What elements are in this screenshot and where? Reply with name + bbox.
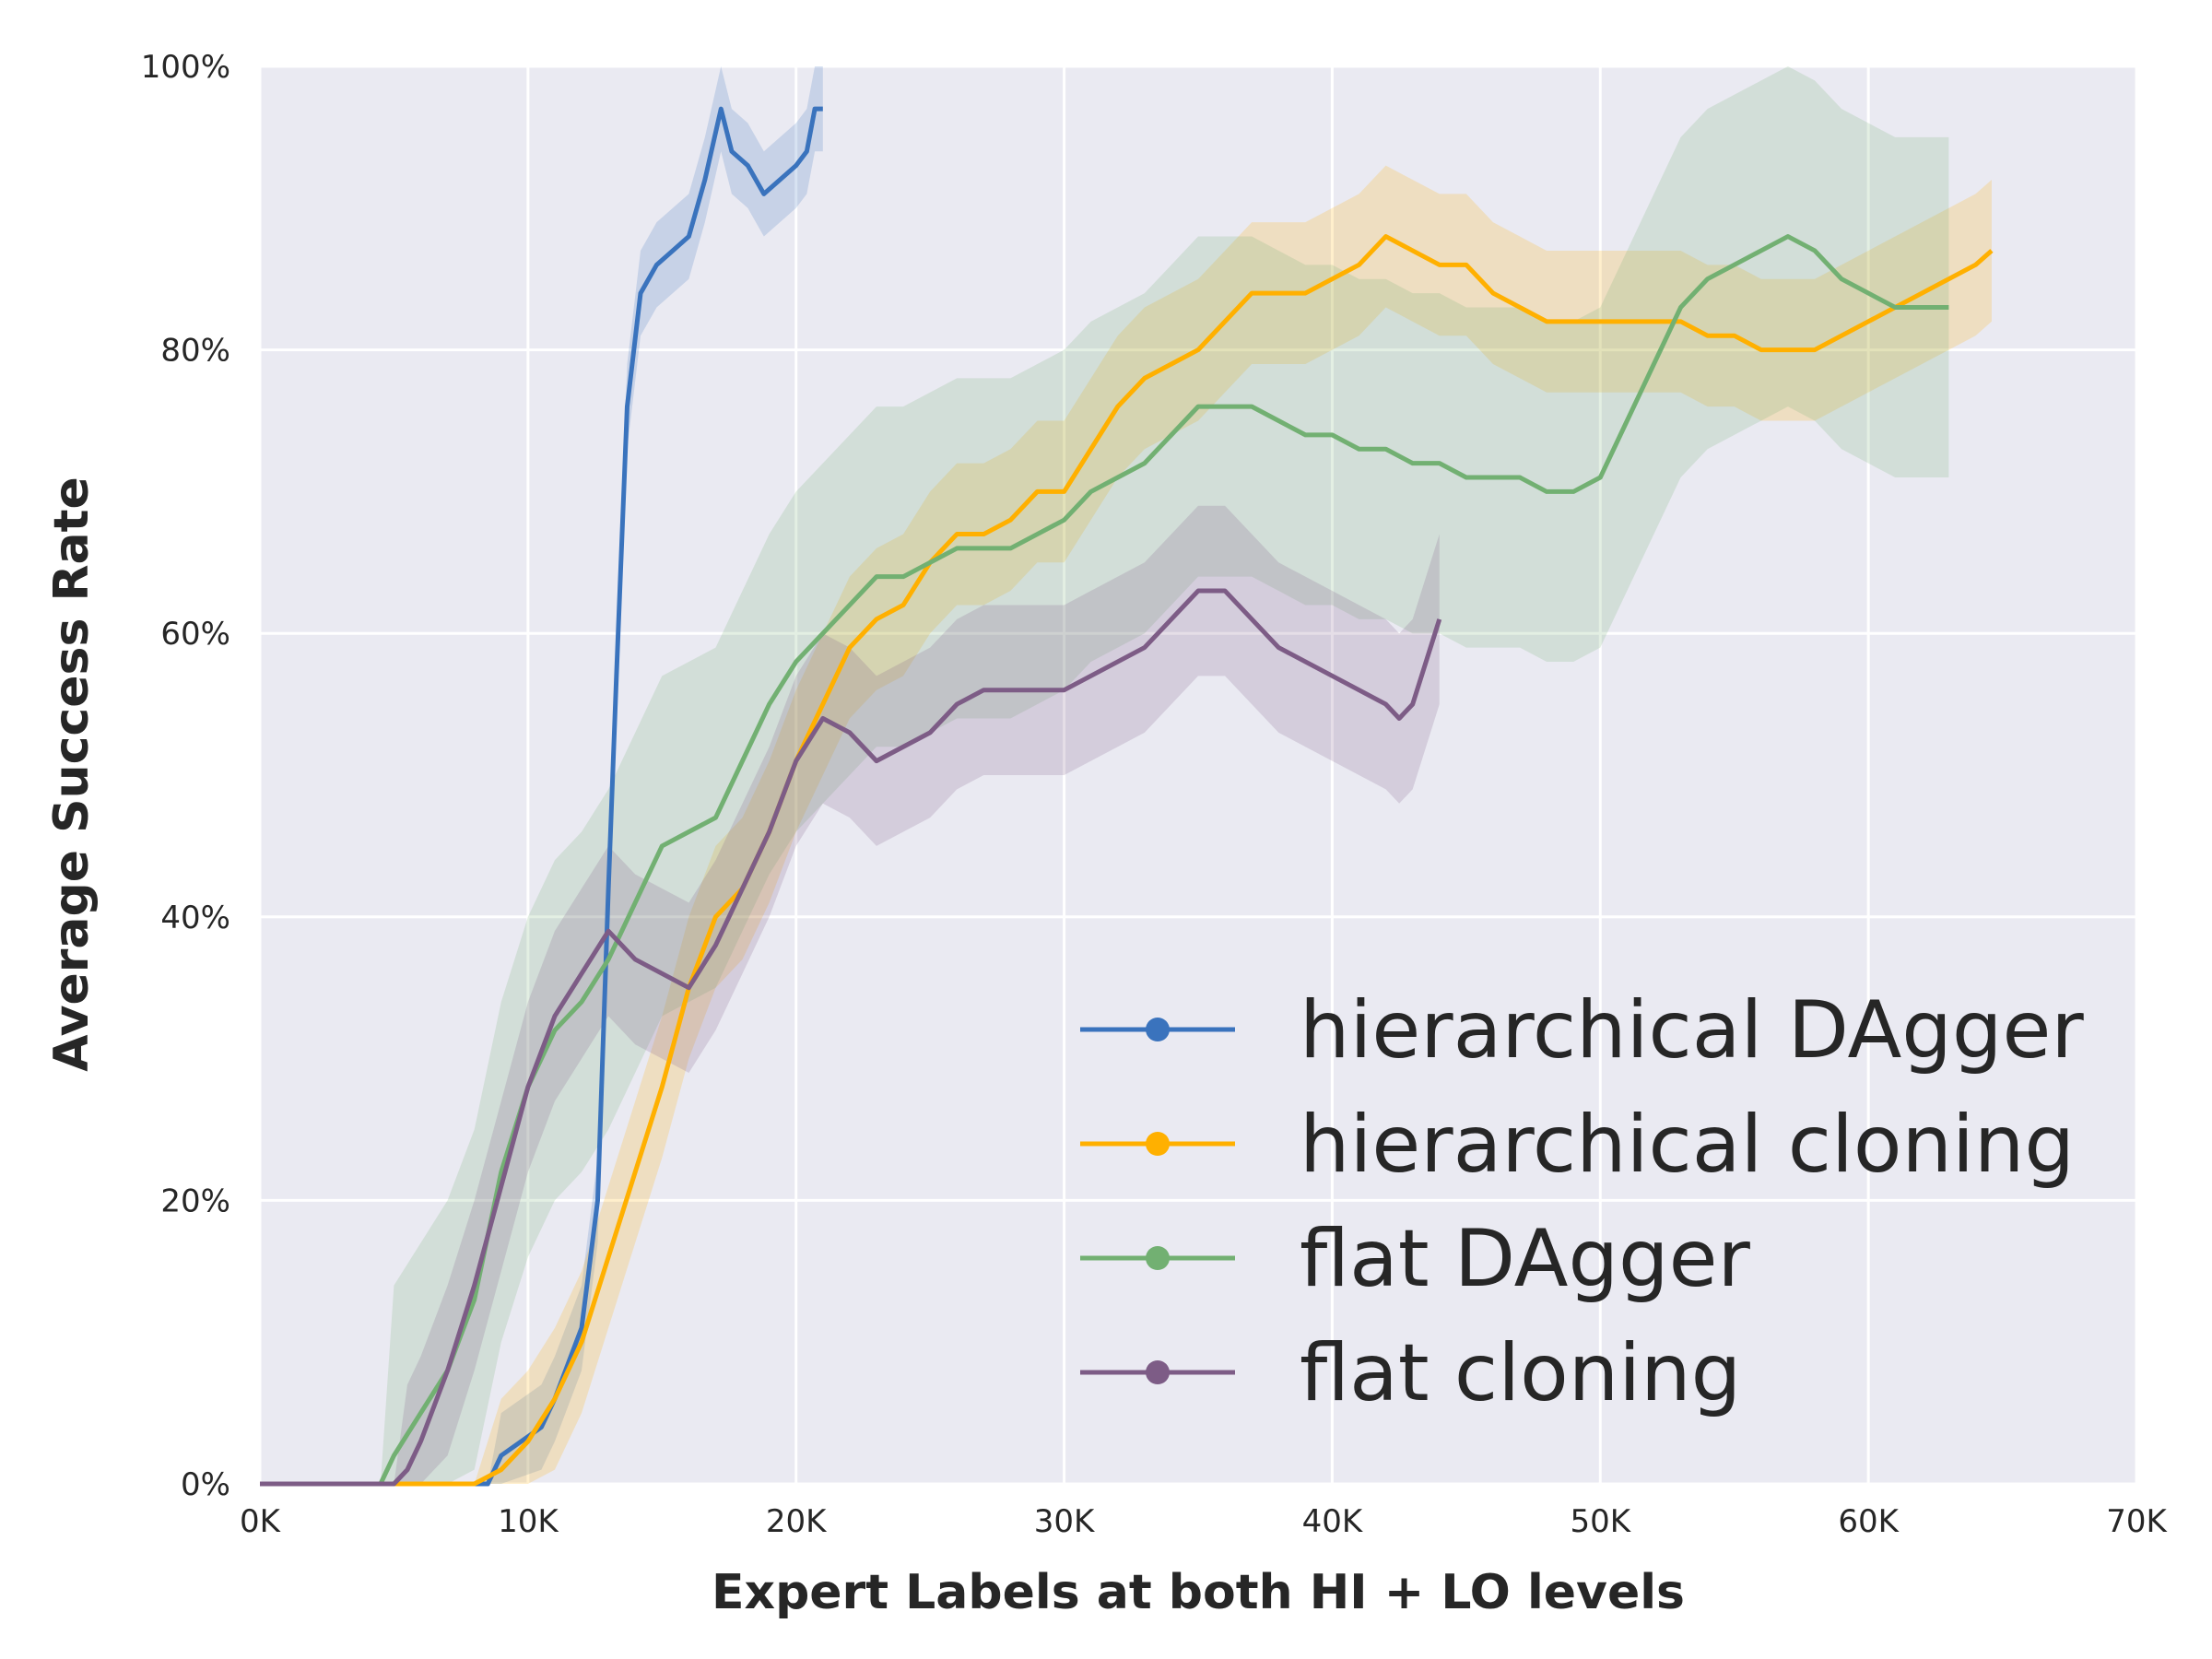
flat-cloning-band	[260, 505, 1440, 1484]
y-axis-ticks: 0% 20% 40% 60% 80% 100%	[141, 49, 230, 1503]
y-tick-label: 100%	[141, 49, 230, 86]
confidence-bands	[260, 66, 1992, 1484]
hierarchical-cloning-line	[260, 234, 1994, 1487]
legend-marker	[1146, 1132, 1170, 1156]
legend-entry-hierarchical-cloning: hierarchical cloning	[1080, 1099, 2075, 1191]
x-tick-label: 0K	[240, 1503, 282, 1540]
y-tick-label: 20%	[160, 1182, 230, 1219]
flat-dagger-line	[260, 234, 1949, 1487]
y-axis-label: Average Success Rate	[44, 477, 100, 1072]
x-tick-label: 20K	[766, 1503, 828, 1540]
x-axis-label: Expert Labels at both HI + LO levels	[712, 1565, 1685, 1620]
hierarchical-cloning-band	[260, 165, 1992, 1484]
legend-label: hierarchical DAgger	[1300, 984, 2084, 1077]
x-tick-label: 40K	[1302, 1503, 1364, 1540]
x-tick-label: 60K	[1838, 1503, 1900, 1540]
legend-entry-flat-dagger: flat DAgger	[1080, 1213, 1751, 1305]
legend-marker	[1146, 1246, 1170, 1270]
x-tick-label: 10K	[498, 1503, 559, 1540]
x-tick-label: 30K	[1034, 1503, 1096, 1540]
legend-label: flat DAgger	[1300, 1213, 1751, 1305]
legend-entry-flat-cloning: flat cloning	[1080, 1327, 1741, 1419]
series-lines	[260, 106, 1994, 1487]
y-tick-label: 80%	[160, 333, 230, 370]
legend-marker	[1146, 1018, 1170, 1041]
y-tick-label: 40%	[160, 900, 230, 936]
x-axis-ticks: 0K 10K 20K 30K 40K 50K 60K 70K	[240, 1503, 2168, 1540]
x-tick-label: 70K	[2106, 1503, 2168, 1540]
y-tick-label: 0%	[181, 1466, 230, 1503]
legend-entry-hierarchical-dagger: hierarchical DAgger	[1080, 984, 2084, 1077]
grid-lines	[258, 65, 2138, 1486]
legend: hierarchical DAgger hierarchical cloning f…	[1080, 984, 2084, 1419]
flat-dagger-band	[260, 66, 1949, 1484]
legend-label: flat cloning	[1300, 1327, 1741, 1419]
legend-marker	[1146, 1360, 1170, 1384]
hierarchical-dagger-band	[260, 66, 823, 1484]
legend-label: hierarchical cloning	[1300, 1099, 2075, 1191]
plot-background	[260, 66, 2136, 1484]
x-tick-label: 50K	[1571, 1503, 1632, 1540]
y-tick-label: 60%	[160, 616, 230, 653]
flat-cloning-line	[260, 588, 1442, 1487]
